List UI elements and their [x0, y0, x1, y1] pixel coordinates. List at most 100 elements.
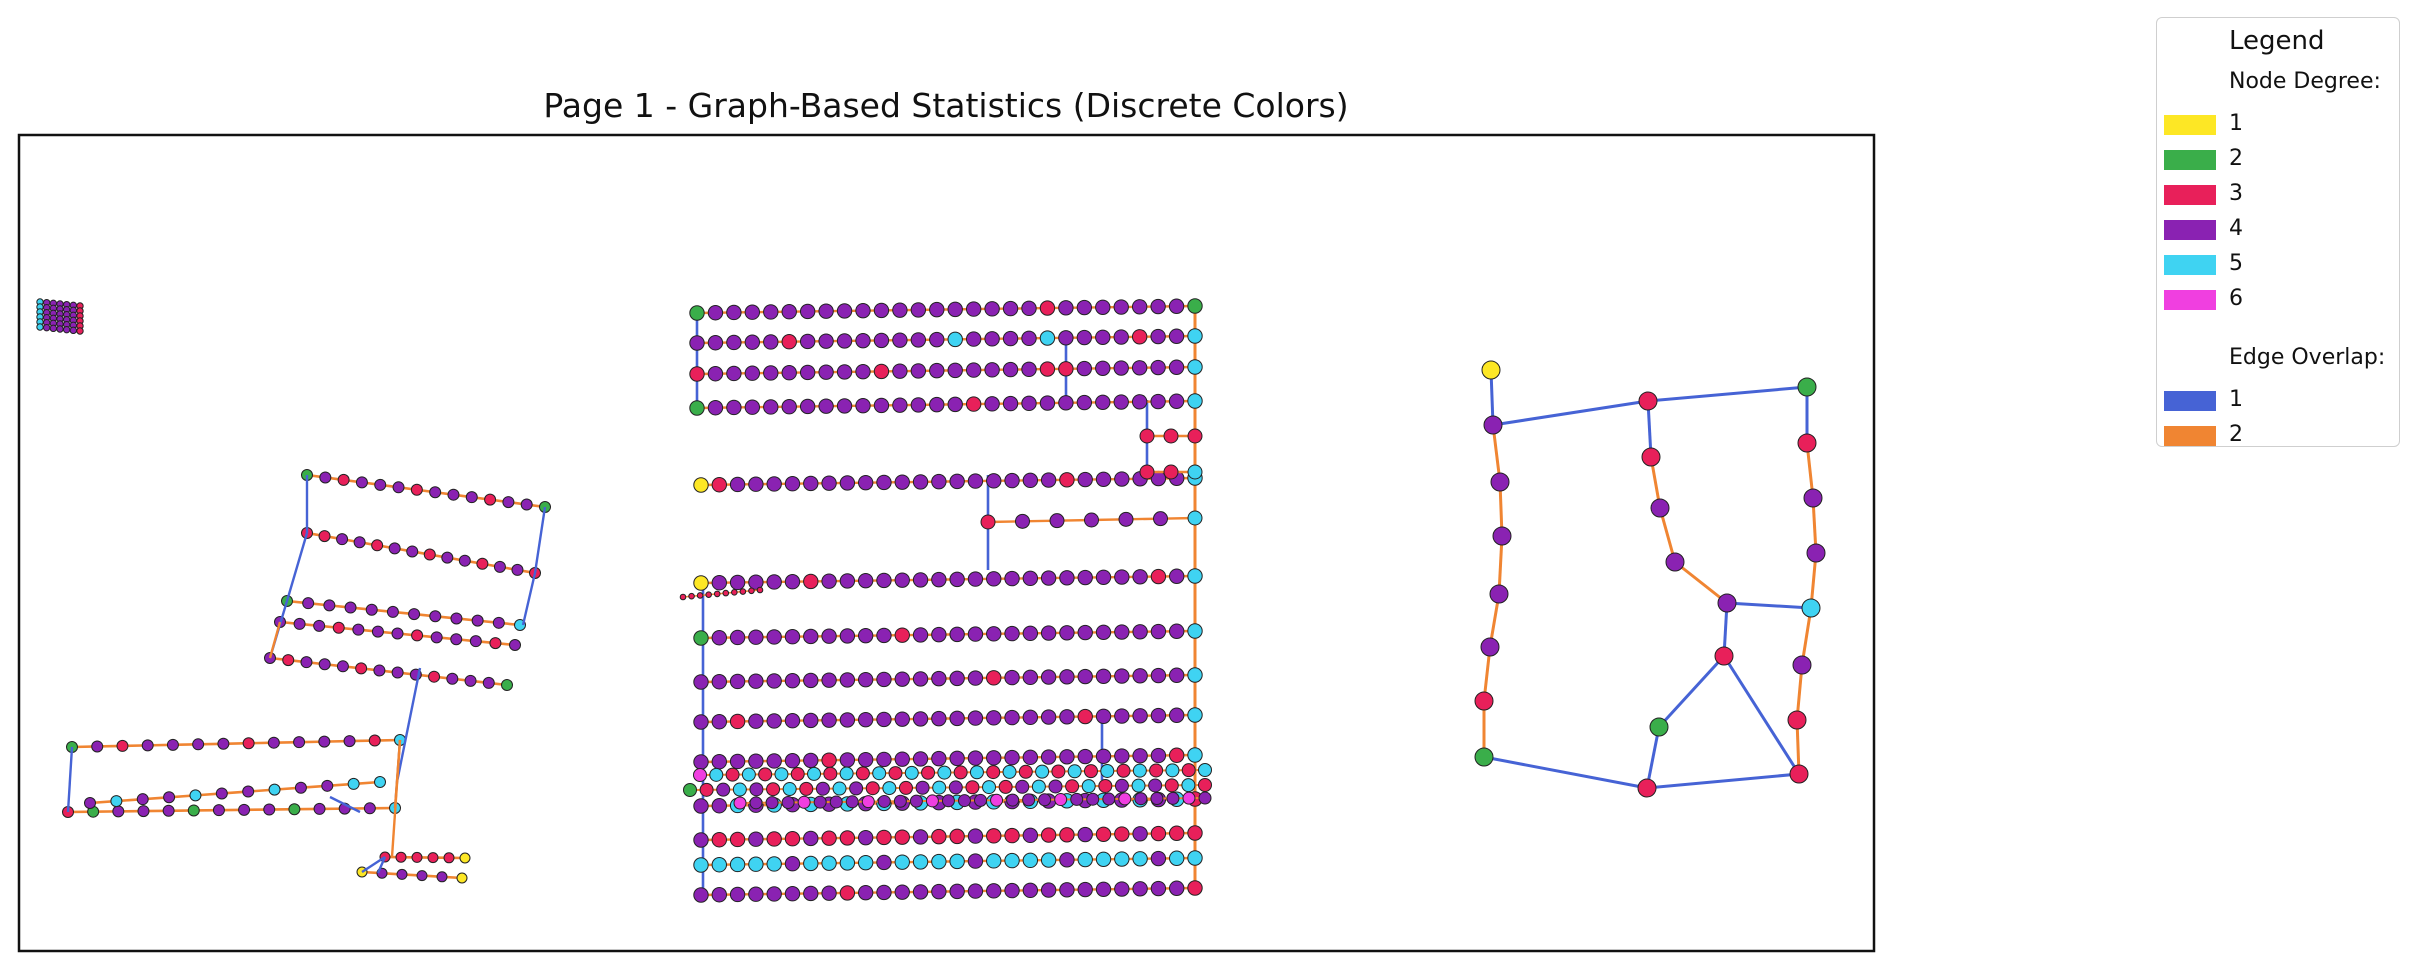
graph-node — [894, 572, 910, 588]
graph-node — [1076, 329, 1093, 346]
graph-node — [1059, 852, 1075, 868]
graph-node — [411, 629, 424, 642]
legend-swatch — [2164, 391, 2216, 411]
graph-node — [803, 628, 819, 645]
graph-node — [912, 854, 929, 870]
graph-node — [215, 787, 228, 800]
graph-node — [790, 767, 805, 782]
graph-node — [1118, 511, 1134, 527]
graph-node — [741, 767, 756, 782]
graph-node — [763, 399, 779, 415]
graph-node — [711, 575, 727, 591]
graph-node — [374, 776, 386, 788]
graph-node — [693, 832, 709, 848]
graph-node — [1059, 625, 1075, 641]
graph-node — [716, 782, 731, 797]
graph-node — [336, 660, 349, 673]
graph-node — [1114, 471, 1130, 487]
graph-node — [784, 629, 801, 645]
graph-node — [492, 616, 505, 629]
graph-node — [429, 486, 442, 499]
legend-swatch — [2164, 255, 2216, 275]
graph-node — [931, 571, 947, 588]
graph-node — [458, 554, 471, 567]
graph-node — [784, 753, 801, 769]
graph-node — [1168, 328, 1185, 344]
graph-node — [1077, 569, 1093, 586]
graph-node — [1095, 624, 1112, 640]
graph-node — [803, 855, 819, 872]
legend-node-section: Node Degree: — [2229, 69, 2381, 94]
graph-node — [1058, 330, 1074, 346]
graph-node — [839, 830, 856, 846]
graph-node — [374, 478, 387, 491]
graph-node — [1797, 433, 1817, 453]
graph-node — [693, 630, 709, 646]
graph-node — [781, 365, 797, 381]
graph-node — [1058, 395, 1074, 411]
graph-node — [406, 545, 419, 558]
graph-node — [347, 777, 360, 790]
graph-node — [62, 325, 71, 334]
graph-node — [892, 332, 908, 348]
graph-node — [1198, 763, 1212, 777]
graph-edge — [285, 532, 309, 602]
graph-node — [1169, 747, 1185, 763]
graph-node — [857, 474, 874, 491]
graph-node — [744, 365, 761, 381]
graph-node — [931, 670, 947, 687]
graph-node — [76, 327, 84, 335]
graph-node — [1182, 791, 1196, 805]
graph-node — [967, 883, 984, 899]
graph-node — [1187, 747, 1203, 763]
graph-node — [1150, 850, 1167, 867]
graph-node — [396, 868, 408, 880]
graph-node — [1187, 464, 1203, 480]
graph-node — [1489, 584, 1509, 604]
graph-node — [1164, 778, 1179, 793]
graph-node — [998, 779, 1013, 794]
graph-node — [456, 872, 468, 884]
graph-node — [1153, 511, 1168, 527]
graph-node — [707, 400, 724, 416]
graph-node — [1059, 709, 1075, 725]
graph-node — [1004, 827, 1020, 844]
graph-node — [910, 332, 927, 348]
graph-node — [1131, 778, 1146, 793]
graph-node — [929, 331, 945, 348]
graph-node — [849, 781, 864, 796]
graph-node — [986, 473, 1002, 489]
graph-node — [1132, 826, 1148, 842]
graph-node — [318, 735, 331, 748]
graph-node — [1132, 708, 1148, 724]
graph-node — [1058, 361, 1074, 377]
graph-node — [855, 302, 871, 319]
graph-node — [1077, 881, 1093, 898]
graph-node — [1787, 710, 1807, 730]
graph-node — [1166, 791, 1180, 805]
graph-node — [915, 780, 930, 795]
graph-node — [711, 477, 727, 493]
graph-node — [242, 785, 255, 798]
graph-node — [36, 323, 44, 331]
graph-node — [803, 830, 819, 847]
graph-node — [1059, 669, 1075, 685]
graph-node — [766, 856, 782, 872]
graph-node — [1040, 669, 1057, 685]
legend-label: 6 — [2229, 286, 2243, 311]
graph-node — [711, 857, 727, 873]
graph-node — [683, 783, 697, 797]
plot-frame — [17, 133, 1876, 953]
graph-node — [1131, 329, 1148, 345]
graph-node — [388, 542, 401, 555]
graph-node — [520, 498, 533, 511]
graph-node — [410, 483, 423, 496]
graph-node — [1474, 691, 1494, 711]
graph-node — [711, 630, 727, 646]
graph-node — [318, 658, 331, 671]
graph-node — [894, 627, 910, 643]
graph-node — [465, 491, 478, 504]
graph-node — [1040, 852, 1057, 868]
graph-node — [969, 765, 984, 780]
graph-node — [1132, 881, 1148, 897]
